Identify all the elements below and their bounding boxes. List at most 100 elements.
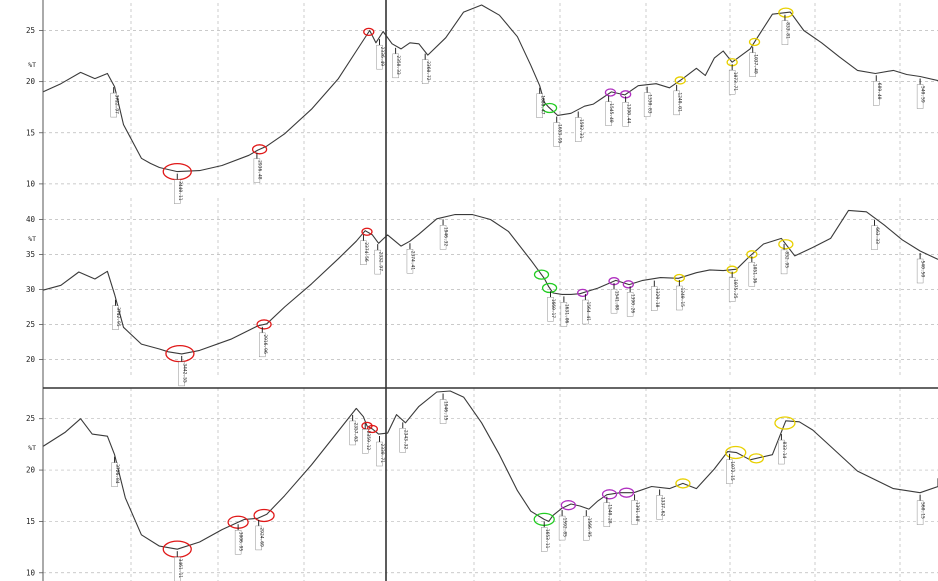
peak-label: 3742.95 [115,307,121,327]
peak-label-box [781,20,789,45]
peak-highlight-circle [622,280,634,289]
peak-label-box [259,332,266,358]
peak-label-box [622,102,629,127]
peak-label: 1564.41 [585,302,591,322]
peak-label-box [376,441,383,467]
peak-label: 1660.17 [550,299,556,319]
peak-label-box [871,225,878,250]
peak-label-box [110,92,117,118]
peak-label: 1391.88 [634,502,640,522]
peak-highlight-circle [674,76,686,85]
peak-label: 2357.63 [352,422,358,442]
peak-label-box [174,179,181,204]
y-tick-label: 35 [26,250,35,259]
peak-label-box [676,285,683,311]
peak-highlight-circle [165,344,195,363]
peak-label: 1037.40 [752,54,758,74]
peak-label: 1653.95 [556,124,562,144]
peak-label-box [560,302,568,327]
peak-highlight-circle [774,416,796,430]
peak-label: 540.50 [920,261,926,278]
peak-label-box [603,502,611,527]
peak-highlight-circle [541,282,558,294]
y-tick-label: 10 [26,568,36,577]
peak-label: 2336.49 [379,47,385,67]
y-tick-label: 20 [26,466,36,475]
peak-label: 1390.44 [625,104,631,124]
y-tick-label: 10 [26,179,36,188]
peak-label-box [360,240,367,266]
peak-label: 1946.15 [443,401,449,421]
peak-label: 1240.15 [679,288,685,308]
peak-label: 2936.48 [257,160,263,180]
peak-highlight-circle [560,500,577,511]
spectra-panels: 10 15 20 25 %T 3722.97 3440.11 2936.48 2336.49 23… [26,3,938,581]
peak-highlight-circle [778,7,794,18]
y-tick-label: 40 [26,215,36,224]
peak-label-box [626,292,634,317]
peak-label-box [780,249,788,275]
peak-label: 1545.40 [608,103,614,123]
spectrum-panel-top: 10 15 20 25 %T 3722.97 3440.11 2936.48 2336.49 23… [26,3,938,204]
peak-label: 1330.83 [647,94,653,114]
peak-label-box [873,81,880,106]
y-axis-label: %T [28,444,36,452]
peak-highlight-circle [725,445,747,460]
peak-label: 1592.31 [578,119,584,139]
peak-label-box [253,158,261,183]
peak-label-box [631,500,638,525]
peak-label-box [376,44,383,70]
peak-label-box [439,399,447,424]
peak-label-box [728,70,736,95]
peak-label: 832.95 [784,251,790,268]
spectrum-panel-middle: 20 25 30 35 40 %T 3742.95 3442.55 2916.96 2374.56… [26,198,938,387]
peak-highlight-circle [363,27,375,37]
y-tick-label: 25 [26,414,35,423]
peak-label: 1073.71 [732,72,738,92]
peak-label: 1541.08 [614,291,620,311]
peak-label: 1631.06 [563,304,569,324]
peak-label: 3726.84 [114,464,120,484]
peak-label: 2374.41 [410,251,416,271]
y-tick-label: 20 [26,355,36,364]
peak-label: 2374.56 [363,242,369,262]
peak-label-box [778,439,785,465]
peak-highlight-circle [748,37,761,47]
spectrum-panel-bottom: 10 15 20 25 %T 3726.84 3461.11 3006.95 2924.69 23… [26,388,938,581]
peak-label-box [916,500,924,525]
peak-label-box [651,286,658,311]
peak-label-box [916,258,924,284]
peak-label: 663.33 [874,227,880,244]
peak-label: 3722.97 [113,95,119,115]
peak-label-box [583,515,590,541]
peak-label: 1946.32 [443,227,449,247]
peak-label-box [174,556,181,581]
peak-label-box [406,248,414,274]
peak-highlight-circle [533,269,550,280]
y-tick-label: 25 [26,320,35,329]
peak-label: 3440.11 [177,181,183,201]
peak-label-box [748,262,756,287]
peak-highlight-circle [361,227,373,236]
peak-label: 3461.11 [177,559,183,579]
peak-highlight-circle [253,508,275,523]
peak-label-box [421,59,429,84]
peak-label-box [255,525,262,551]
spectrum-trace [42,209,938,355]
peak-label: 833.81 [785,22,791,39]
peak-label-box [374,249,381,275]
peak-label-box [439,225,447,250]
peak-label: 1072.15 [729,461,735,481]
peak-label-box [392,53,399,79]
peak-highlight-circle [618,487,635,498]
peak-label-box [728,277,736,302]
peak-label-box [605,101,612,126]
peak-label-box [399,428,406,453]
peak-label-box [575,117,582,142]
peak-highlight-circle [604,88,617,97]
peak-label: 2924.69 [258,527,264,547]
peak-label-box [558,515,566,541]
y-tick-label: 30 [26,285,36,294]
